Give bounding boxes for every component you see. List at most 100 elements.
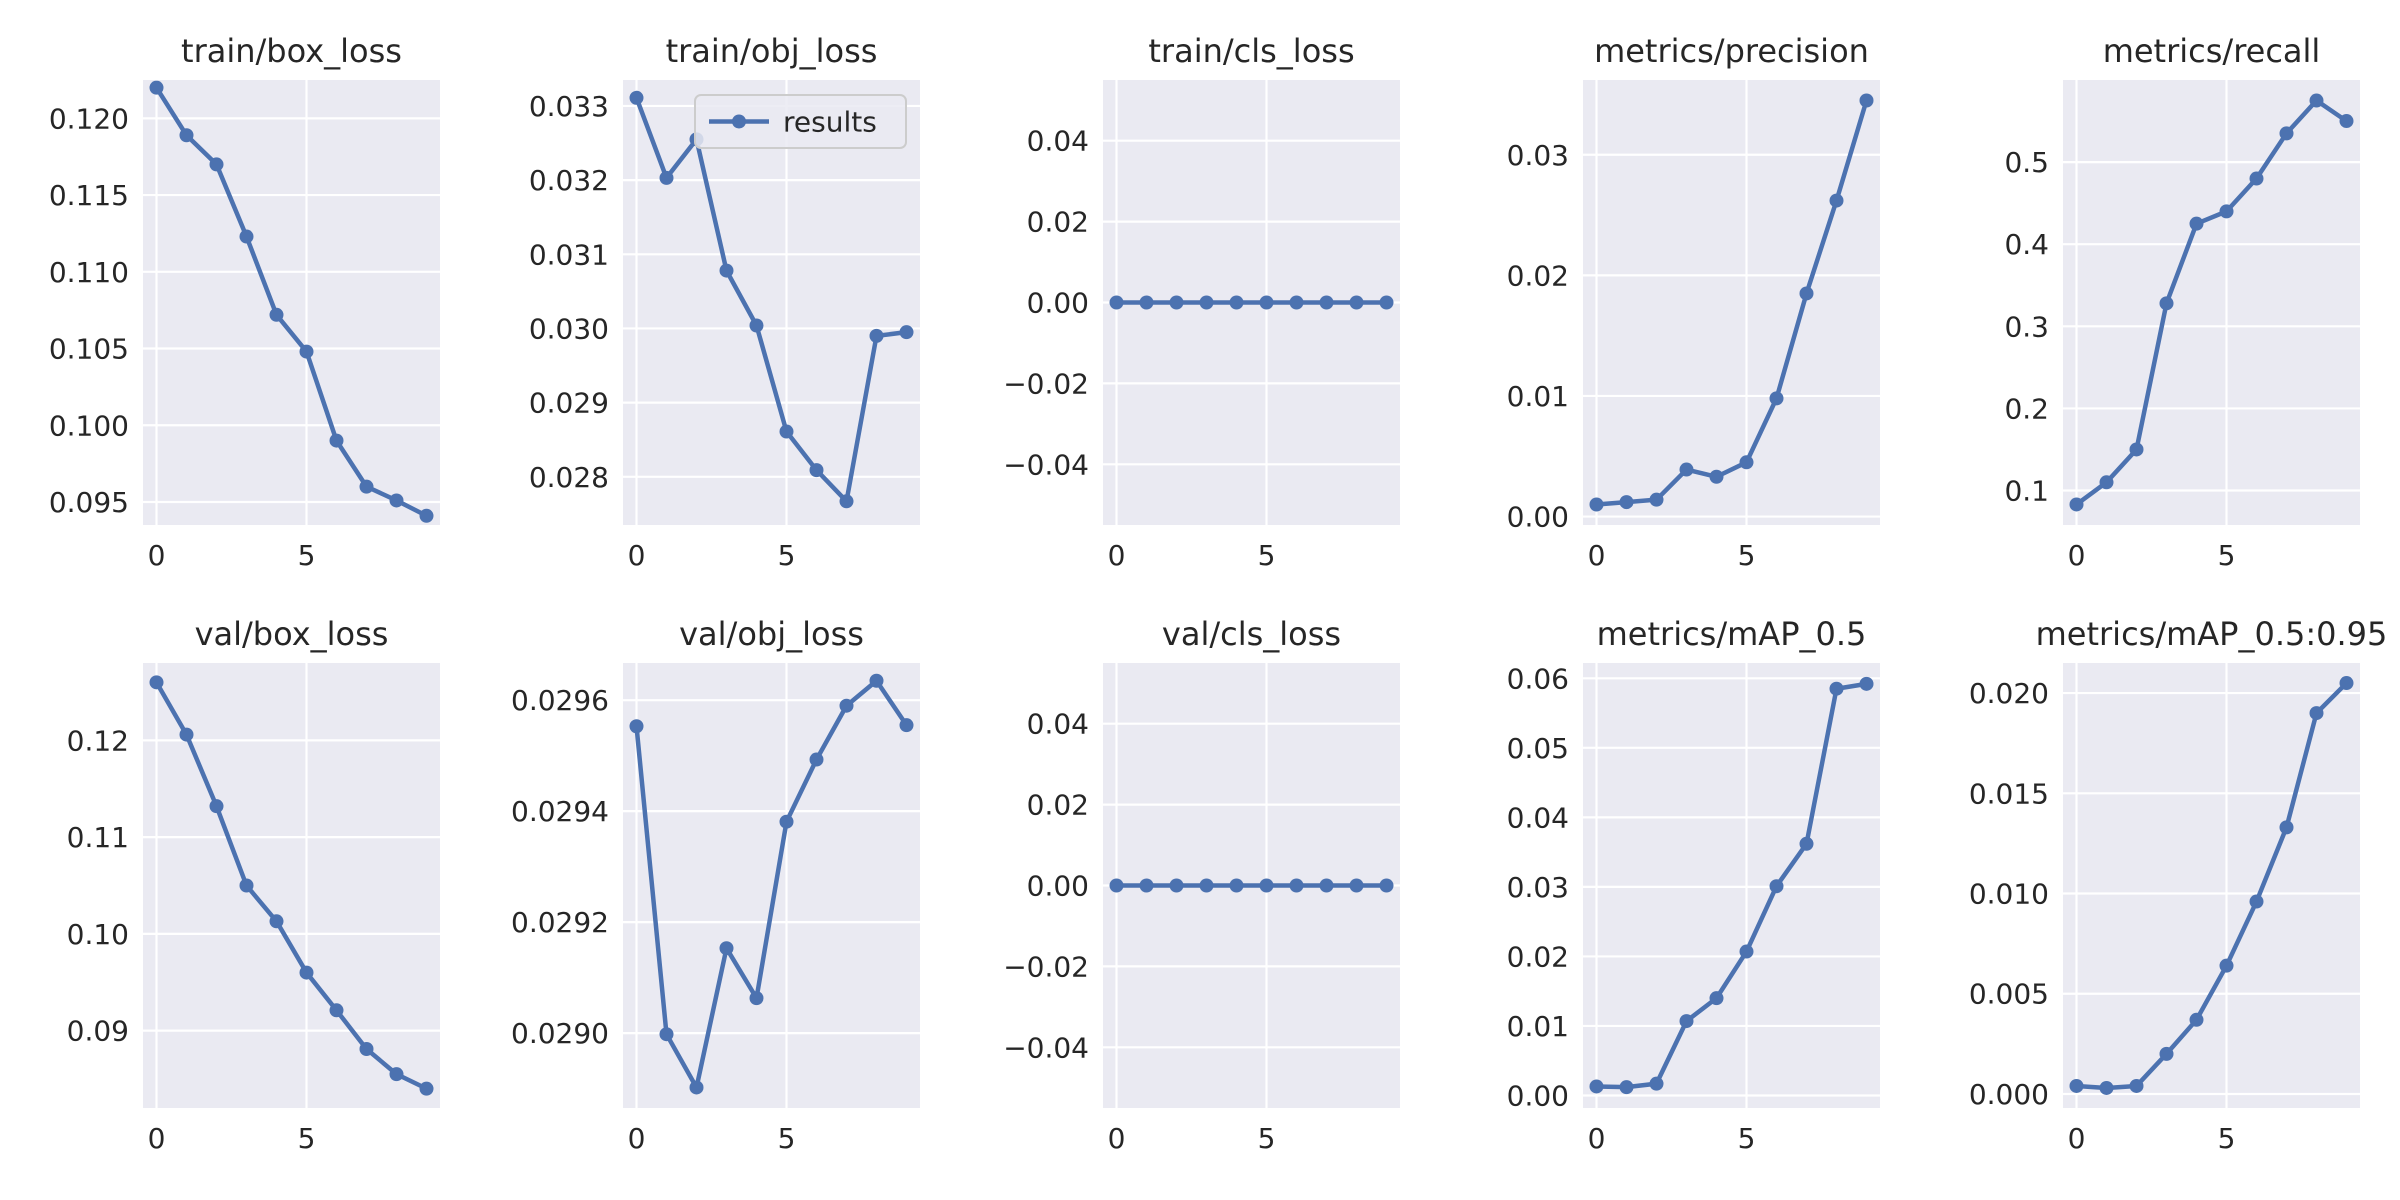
series-line bbox=[2074, 98, 2349, 507]
x-tick-label: 0 bbox=[628, 1122, 646, 1155]
data-point bbox=[149, 675, 164, 690]
data-point bbox=[809, 752, 824, 767]
y-tick-label: 0.5 bbox=[2004, 146, 2049, 179]
panel-train-obj-loss: train/obj_loss 0.028 0.029 0.030 0.031 0.032 0… bbox=[529, 32, 920, 572]
y-tick-label: 0.06 bbox=[1507, 662, 1569, 695]
plot-area bbox=[1583, 80, 1880, 525]
x-tick-label: 0 bbox=[1588, 1122, 1606, 1155]
data-point bbox=[1739, 455, 1754, 470]
legend-label: results bbox=[783, 106, 877, 139]
data-point bbox=[1829, 681, 1844, 696]
y-tick-label: 0.03 bbox=[1507, 139, 1569, 172]
data-point bbox=[1589, 1079, 1604, 1094]
data-point bbox=[209, 157, 224, 172]
y-tick-label: 0.010 bbox=[1969, 878, 2049, 911]
y-tick-label: 0.029 bbox=[529, 387, 609, 420]
data-point bbox=[1229, 295, 1244, 310]
data-point bbox=[2309, 706, 2324, 721]
panel-val-cls-loss: val/cls_loss −0.04 −0.02 0.00 0.02 0.04 0 5 bbox=[1003, 615, 1400, 1155]
data-point bbox=[1109, 878, 1124, 893]
plot-area bbox=[2063, 663, 2360, 1108]
data-point bbox=[1799, 286, 1814, 301]
panel-title: metrics/mAP_0.5 bbox=[1597, 615, 1867, 653]
x-tick-label: 5 bbox=[298, 1122, 316, 1155]
data-point bbox=[1379, 878, 1394, 893]
panel-train-box-loss: train/box_loss 0.095 0.100 0.105 0.110 0.115 0… bbox=[49, 32, 440, 572]
data-point bbox=[1769, 879, 1784, 894]
y-tick-label: 0.0290 bbox=[511, 1017, 609, 1050]
plot-area bbox=[2063, 80, 2360, 525]
panel-metrics-map-0-5: metrics/mAP_0.5 0.00 0.01 0.02 0.03 0.04 0.05 0… bbox=[1507, 615, 1880, 1155]
data-point bbox=[1859, 676, 1874, 691]
series-line bbox=[2074, 680, 2349, 1091]
data-point bbox=[749, 318, 764, 333]
data-point bbox=[1199, 295, 1214, 310]
data-point bbox=[419, 1081, 434, 1096]
data-point bbox=[629, 719, 644, 734]
x-tick-label: 5 bbox=[2218, 1122, 2236, 1155]
y-tick-label: 0.3 bbox=[2004, 310, 2049, 343]
data-point bbox=[839, 494, 854, 509]
y-tick-label: 0.02 bbox=[1027, 789, 1089, 822]
data-point bbox=[689, 1080, 704, 1095]
series-line bbox=[1594, 681, 1869, 1090]
data-point bbox=[2189, 216, 2204, 231]
plot-area bbox=[143, 80, 440, 525]
data-point bbox=[1709, 991, 1724, 1006]
data-point bbox=[179, 727, 194, 742]
x-tick-label: 5 bbox=[778, 539, 796, 572]
data-point bbox=[239, 878, 254, 893]
plot-area bbox=[623, 663, 920, 1108]
y-tick-label: 0.00 bbox=[1027, 287, 1089, 320]
y-tick-label: 0.105 bbox=[49, 333, 129, 366]
y-tick-label: 0.005 bbox=[1969, 978, 2049, 1011]
data-point bbox=[2219, 204, 2234, 219]
x-tick-label: 5 bbox=[298, 539, 316, 572]
data-point bbox=[149, 80, 164, 95]
data-point bbox=[1679, 462, 1694, 477]
data-point bbox=[2159, 1046, 2174, 1061]
data-point bbox=[1259, 295, 1274, 310]
y-tick-label: 0.0296 bbox=[511, 684, 609, 717]
series-line bbox=[1594, 98, 1869, 507]
panel-val-obj-loss: val/obj_loss 0.0290 0.0292 0.0294 0.0296 0 5 bbox=[511, 615, 920, 1155]
y-tick-label: 0.02 bbox=[1507, 259, 1569, 292]
data-point bbox=[1649, 492, 1664, 507]
data-point bbox=[1709, 469, 1724, 484]
data-point bbox=[2339, 676, 2354, 691]
data-point bbox=[179, 128, 194, 143]
y-tick-label: 0.100 bbox=[49, 409, 129, 442]
data-point bbox=[2309, 93, 2324, 108]
data-point bbox=[1649, 1076, 1664, 1091]
series-line bbox=[634, 95, 909, 504]
x-tick-label: 5 bbox=[1258, 539, 1276, 572]
x-tick-label: 5 bbox=[1738, 1122, 1756, 1155]
data-point bbox=[1229, 878, 1244, 893]
series-line bbox=[154, 85, 429, 519]
panel-title: train/cls_loss bbox=[1148, 32, 1354, 70]
data-point bbox=[1859, 93, 1874, 108]
y-tick-label: 0.11 bbox=[67, 821, 129, 854]
data-point bbox=[2339, 114, 2354, 129]
data-point bbox=[2249, 171, 2264, 186]
data-point bbox=[869, 328, 884, 343]
data-point bbox=[1199, 878, 1214, 893]
y-tick-label: 0.120 bbox=[49, 102, 129, 135]
data-point bbox=[1379, 295, 1394, 310]
plot-area bbox=[623, 80, 920, 525]
data-point bbox=[629, 90, 644, 105]
data-point bbox=[1679, 1014, 1694, 1029]
data-point bbox=[2279, 126, 2294, 141]
y-tick-label: 0.110 bbox=[49, 256, 129, 289]
data-point bbox=[329, 433, 344, 448]
data-point bbox=[209, 799, 224, 814]
data-point bbox=[329, 1003, 344, 1018]
x-tick-label: 0 bbox=[1588, 539, 1606, 572]
panel-title: val/obj_loss bbox=[679, 615, 864, 653]
y-tick-label: 0.00 bbox=[1507, 1079, 1569, 1112]
y-tick-label: 0.02 bbox=[1027, 206, 1089, 239]
y-tick-label: 0.09 bbox=[67, 1015, 129, 1048]
panel-title: train/box_loss bbox=[181, 32, 402, 70]
panel-metrics-map-0-5-0-95: metrics/mAP_0.5:0.95 0.000 0.005 0.010 0.015… bbox=[1969, 615, 2388, 1155]
data-point bbox=[2129, 442, 2144, 457]
